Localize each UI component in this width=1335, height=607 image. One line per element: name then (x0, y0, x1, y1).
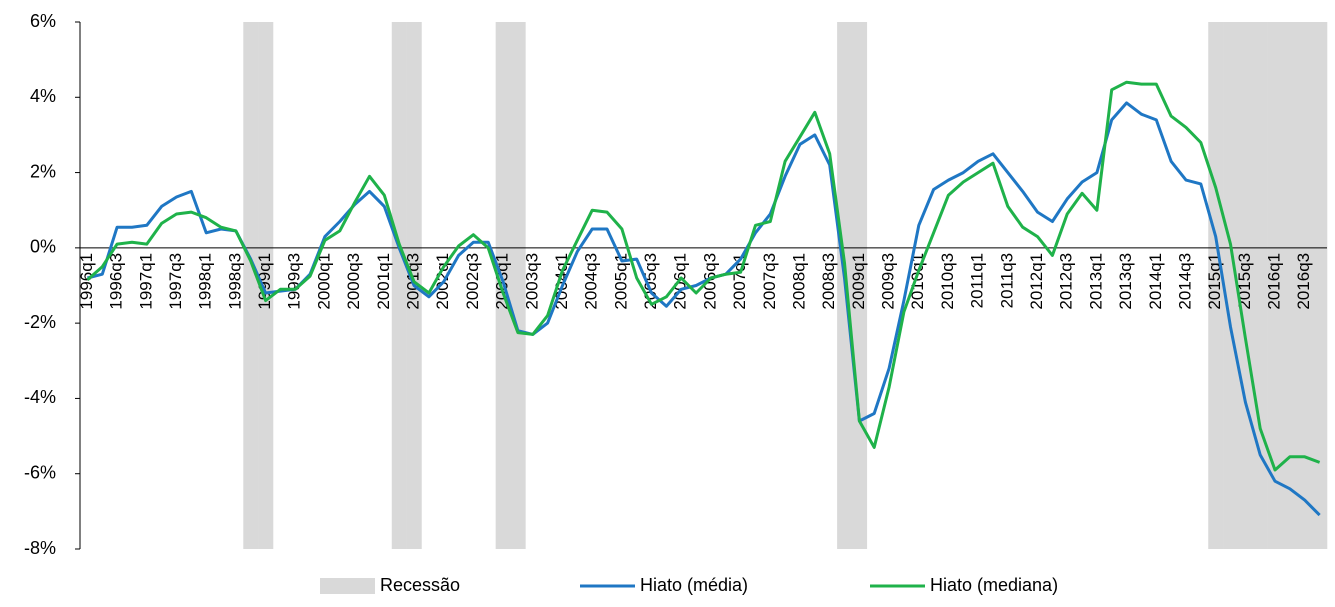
x-tick-label: 2004q3 (582, 253, 601, 310)
recession-band (243, 22, 259, 549)
recession-band (1282, 22, 1298, 549)
x-tick-label: 2002q3 (463, 253, 482, 310)
x-tick-label: 2007q3 (760, 253, 779, 310)
x-tick-label: 1999q3 (285, 253, 304, 310)
legend-label: Recessão (380, 575, 460, 595)
x-tick-label: 2010q1 (908, 253, 927, 310)
y-tick-label: 4% (30, 86, 56, 106)
line-series (86, 80, 1321, 472)
x-tick-label: 2014q1 (1146, 253, 1165, 310)
x-tick-label: 2016q1 (1265, 253, 1284, 310)
x-tick-label: 2012q3 (1057, 253, 1076, 310)
x-tick-label: 1996q3 (107, 253, 126, 310)
legend-label: Hiato (mediana) (930, 575, 1058, 595)
y-tick-label: 2% (30, 161, 56, 181)
x-tick-label: 2008q3 (819, 253, 838, 310)
recession-band (258, 22, 274, 549)
x-tick-label: 2011q3 (997, 253, 1016, 308)
recession-band (1312, 22, 1328, 549)
y-tick-label: 0% (30, 237, 56, 257)
recession-band (510, 22, 526, 549)
recession-band (1297, 22, 1313, 549)
x-tick-label: 2011q1 (968, 253, 987, 308)
x-tick-label: 2004q1 (552, 253, 571, 310)
recession-band (1252, 22, 1268, 549)
x-tick-label: 2000q1 (314, 253, 333, 310)
x-tick-label: 1998q1 (196, 253, 215, 310)
x-tick-label: 1997q3 (166, 253, 185, 310)
x-tick-label: 1997q1 (136, 253, 155, 310)
x-tick-label: 2001q1 (374, 253, 393, 310)
y-tick-label: -6% (24, 462, 56, 482)
x-tick-label: 2013q3 (1116, 253, 1135, 310)
x-tick-label: 2008q1 (789, 253, 808, 310)
x-tick-label: 2015q1 (1205, 253, 1224, 310)
x-tick-label: 2013q1 (1086, 253, 1105, 310)
y-tick-label: 6% (30, 11, 56, 31)
recession-band (1267, 22, 1283, 549)
x-tick-label: 2010q3 (938, 253, 957, 310)
y-tick-label: -8% (24, 538, 56, 558)
x-tick-label: 2009q3 (879, 253, 898, 310)
y-tick-label: -4% (24, 387, 56, 407)
recession-band (391, 22, 407, 549)
legend-swatch (320, 578, 375, 594)
x-tick-label: 1999q1 (255, 253, 274, 310)
x-tick-label: 2006q3 (700, 253, 719, 310)
x-tick-label: 1998q3 (225, 253, 244, 310)
x-tick-label: 2016q3 (1294, 253, 1313, 310)
x-tick-label: 2012q1 (1027, 253, 1046, 310)
x-tick-label: 2009q1 (849, 253, 868, 310)
recession-band (1223, 22, 1239, 549)
legend-label: Hiato (média) (640, 575, 748, 595)
recession-band (851, 22, 868, 549)
y-tick-label: -2% (24, 312, 56, 332)
x-tick-label: 1996q1 (77, 253, 96, 310)
x-tick-label: 2014q3 (1175, 253, 1194, 310)
x-tick-label: 2003q3 (522, 253, 541, 310)
recession-band (1208, 22, 1224, 549)
x-tick-label: 2000q3 (344, 253, 363, 310)
x-tick-label: 2005q1 (611, 253, 630, 310)
